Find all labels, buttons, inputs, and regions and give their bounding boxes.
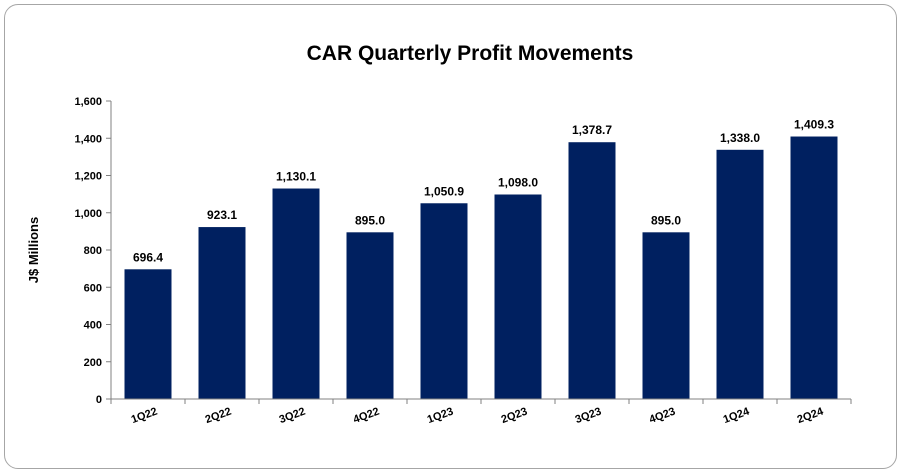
x-tick-label: 3Q23 xyxy=(574,406,603,426)
data-label: 1,098.0 xyxy=(498,175,538,189)
bar xyxy=(272,188,320,399)
y-tick-label: 1,000 xyxy=(74,208,102,220)
bar xyxy=(198,227,246,399)
y-tick-label: 1,400 xyxy=(74,133,102,145)
x-tick-label: 4Q23 xyxy=(648,406,677,426)
x-tick-label: 1Q23 xyxy=(426,406,455,426)
data-label: 1,378.7 xyxy=(572,123,612,137)
y-axis-label: J$ Millions xyxy=(26,217,41,283)
bar xyxy=(568,142,616,399)
x-tick-label: 4Q22 xyxy=(352,406,381,426)
bar xyxy=(124,269,172,399)
data-label: 1,130.1 xyxy=(276,170,316,184)
data-label: 895.0 xyxy=(355,213,385,227)
data-label: 1,338.0 xyxy=(720,131,760,145)
bar xyxy=(420,203,468,399)
bar xyxy=(494,194,542,399)
bars-group: 696.4 923.1 1,130.1 895.0 1,050.9 1,098.0 1,37… xyxy=(124,118,838,399)
data-label: 923.1 xyxy=(207,208,237,222)
y-tick-label: 400 xyxy=(84,320,102,332)
y-ticks-group: 0 200 400 600 800 1,000 1,200 1,400 1,600 xyxy=(74,96,111,406)
y-tick-label: 1,600 xyxy=(74,96,102,108)
bar xyxy=(346,232,394,399)
data-label: 1,409.3 xyxy=(794,118,834,132)
x-tick-label: 2Q22 xyxy=(204,406,233,426)
x-tick-label: 1Q22 xyxy=(130,406,159,426)
y-tick-label: 0 xyxy=(96,394,102,406)
bar xyxy=(642,232,690,399)
x-tick-label: 2Q24 xyxy=(796,405,826,426)
y-tick-label: 600 xyxy=(84,282,102,294)
y-tick-label: 800 xyxy=(84,245,102,257)
chart-title: CAR Quarterly Profit Movements xyxy=(307,42,634,65)
x-tick-label: 2Q23 xyxy=(500,406,529,426)
x-ticks-group: 1Q22 2Q22 3Q22 4Q22 1Q23 2Q23 3Q23 4Q23 1Q24 2Q24 xyxy=(110,399,852,426)
x-tick-label: 1Q24 xyxy=(722,405,752,426)
x-tick-label: 3Q22 xyxy=(278,406,307,426)
data-label: 696.4 xyxy=(133,250,163,264)
data-label: 895.0 xyxy=(651,213,681,227)
bar xyxy=(716,149,764,399)
bar xyxy=(790,136,838,399)
y-tick-label: 1,200 xyxy=(74,171,102,183)
y-tick-label: 200 xyxy=(84,357,102,369)
data-label: 1,050.9 xyxy=(424,184,464,198)
